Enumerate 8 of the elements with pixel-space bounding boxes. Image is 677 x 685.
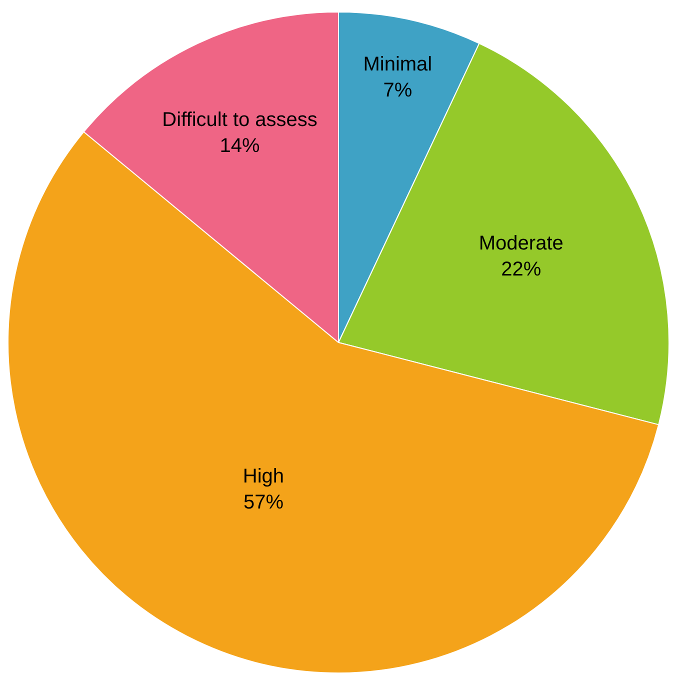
slice-label: Difficult to assess <box>162 108 318 131</box>
slice-label: High <box>242 466 284 488</box>
data-label: 57% <box>243 492 284 514</box>
slice-label: Moderate <box>478 232 564 255</box>
data-label: 7% <box>383 80 412 102</box>
data-label: 22% <box>501 258 542 281</box>
slice-label: Minimal <box>363 54 432 76</box>
data-label: 14% <box>220 134 260 157</box>
